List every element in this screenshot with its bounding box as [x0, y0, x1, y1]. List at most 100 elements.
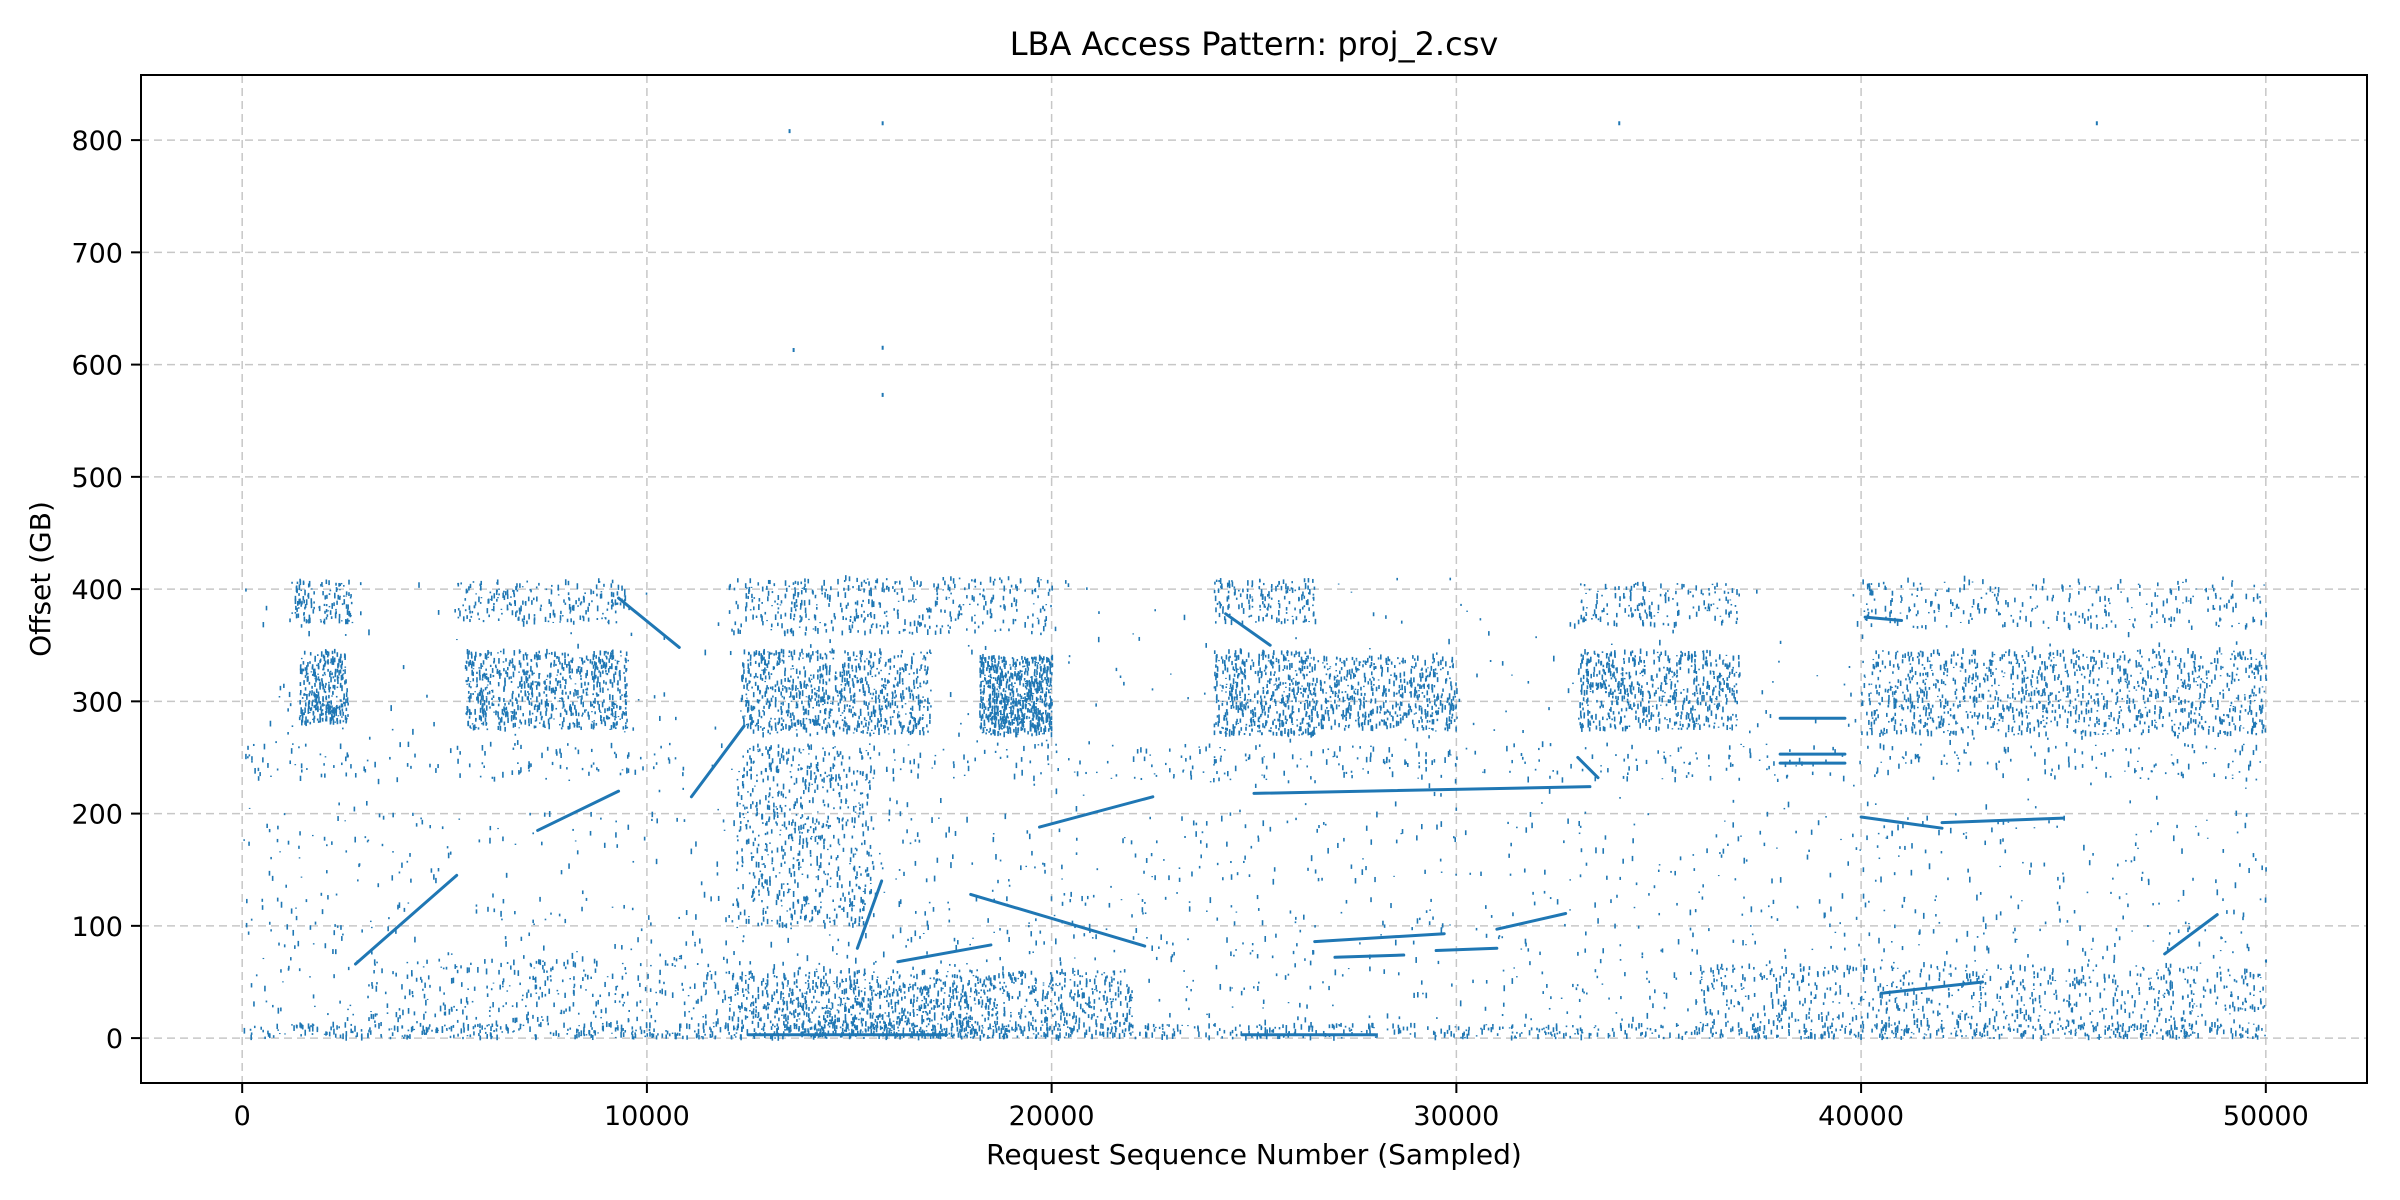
- access-point: [2011, 1013, 2014, 1017]
- access-point: [2239, 1033, 2241, 1036]
- access-point: [1019, 669, 1022, 673]
- access-point: [1037, 698, 1039, 700]
- access-point: [2168, 1019, 2171, 1022]
- access-point: [1027, 731, 1029, 735]
- access-point: [319, 686, 321, 690]
- access-point: [832, 981, 835, 983]
- access-point: [835, 1025, 838, 1030]
- access-point: [889, 717, 892, 719]
- access-point: [1172, 1028, 1175, 1031]
- access-point: [2160, 1028, 2162, 1032]
- access-point: [1808, 983, 1810, 986]
- access-point: [478, 669, 481, 676]
- access-point: [1063, 984, 1066, 988]
- access-point: [1728, 1007, 1730, 1010]
- access-point: [1820, 1033, 1823, 1040]
- access-point: [519, 719, 521, 723]
- access-point: [1093, 978, 1096, 985]
- access-point: [1001, 986, 1004, 990]
- access-point: [929, 719, 931, 724]
- access-point: [1208, 1035, 1210, 1041]
- access-point: [1955, 1032, 1957, 1037]
- access-point: [763, 727, 765, 729]
- access-point: [1104, 1017, 1106, 1021]
- access-point: [853, 698, 856, 704]
- access-point: [925, 1025, 928, 1028]
- access-point: [844, 650, 846, 654]
- access-point: [993, 712, 996, 717]
- access-point: [317, 707, 319, 713]
- access-point: [981, 983, 984, 987]
- access-point: [1074, 1022, 1077, 1025]
- access-point: [765, 1007, 768, 1011]
- access-point: [983, 703, 985, 706]
- access-point: [815, 718, 817, 720]
- access-point: [1626, 1033, 1628, 1039]
- access-point: [1088, 996, 1090, 1002]
- access-point: [931, 1033, 934, 1035]
- access-point: [622, 1032, 625, 1037]
- access-point: [751, 995, 754, 999]
- access-point: [749, 1009, 751, 1012]
- access-point: [1131, 1031, 1134, 1033]
- access-point: [997, 690, 1000, 692]
- access-point: [988, 702, 991, 706]
- access-point: [792, 712, 794, 716]
- access-point: [1839, 1029, 1842, 1031]
- access-point: [754, 724, 757, 727]
- access-point: [599, 671, 602, 678]
- access-point: [862, 683, 864, 690]
- access-point: [485, 673, 488, 676]
- access-point: [482, 721, 485, 726]
- access-point: [1016, 733, 1019, 735]
- access-point: [1948, 973, 1951, 975]
- access-point: [2209, 988, 2212, 993]
- access-point: [1039, 709, 1041, 715]
- access-point: [512, 1031, 514, 1033]
- access-point: [317, 691, 320, 697]
- access-point: [1810, 1000, 1812, 1004]
- access-point: [308, 1026, 311, 1032]
- access-point: [1075, 1015, 1078, 1019]
- access-point: [885, 661, 887, 666]
- access-point: [878, 729, 880, 736]
- access-point: [780, 717, 783, 720]
- access-point: [2095, 1025, 2097, 1032]
- access-point: [1770, 1029, 1773, 1035]
- access-point: [1399, 1030, 1402, 1034]
- access-point: [534, 725, 537, 729]
- access-point: [886, 679, 889, 684]
- access-point: [1111, 978, 1113, 983]
- access-point: [482, 689, 485, 692]
- access-point: [328, 709, 330, 715]
- access-point: [785, 687, 788, 693]
- access-point: [1022, 1030, 1024, 1037]
- access-point: [291, 1024, 293, 1026]
- access-point: [1050, 1000, 1052, 1003]
- access-point: [803, 680, 806, 683]
- access-point: [307, 708, 310, 714]
- access-point: [818, 694, 820, 699]
- access-point: [1057, 1023, 1060, 1025]
- access-point: [1050, 720, 1053, 726]
- access-point: [1068, 1033, 1070, 1038]
- access-point: [775, 989, 778, 993]
- access-point: [807, 1028, 809, 1033]
- access-point: [991, 683, 994, 690]
- access-point: [1913, 1013, 1915, 1019]
- access-point: [934, 1029, 937, 1031]
- access-point: [1460, 1036, 1462, 1039]
- access-point: [757, 1021, 760, 1028]
- access-point: [329, 710, 332, 715]
- access-point: [746, 707, 749, 713]
- access-point: [986, 989, 989, 992]
- access-point: [1017, 708, 1020, 713]
- access-point: [2116, 1021, 2119, 1025]
- access-point: [790, 997, 792, 1003]
- access-point: [2055, 994, 2058, 1000]
- access-point: [2043, 966, 2046, 972]
- access-point: [782, 992, 784, 995]
- access-point: [887, 701, 890, 707]
- access-point: [2196, 966, 2198, 972]
- access-point: [2032, 1034, 2034, 1040]
